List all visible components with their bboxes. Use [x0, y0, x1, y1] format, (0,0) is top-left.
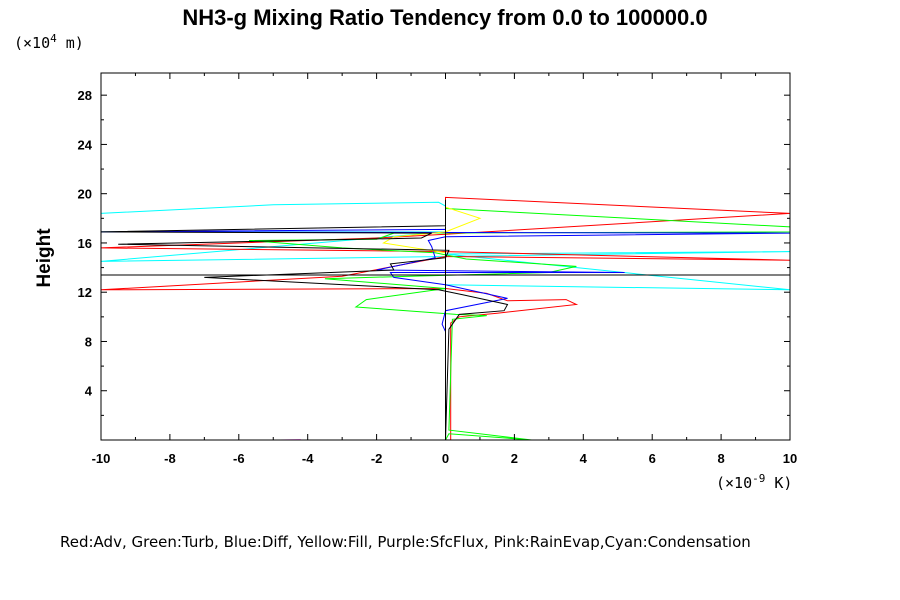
series-line-3	[100, 228, 791, 440]
y-tick-label: 24	[78, 137, 93, 152]
x-unit-label: (×10-9 K)	[716, 472, 792, 492]
x-tick-label: -6	[233, 451, 245, 466]
x-tick-label: 0	[442, 451, 449, 466]
plot-series	[100, 196, 791, 441]
x-tick-label: 8	[717, 451, 724, 466]
series-line-1	[100, 196, 791, 440]
chart-title: NH3-g Mixing Ratio Tendency from 0.0 to …	[182, 5, 707, 30]
y-tick-label: 20	[78, 187, 92, 202]
x-tick-label: 4	[580, 451, 588, 466]
y-axis-label: Height	[34, 228, 55, 288]
plot-frame	[100, 72, 791, 441]
legend: Red:Adv, Green:Turb, Blue:Diff, Yellow:F…	[60, 533, 751, 551]
series-line-5	[100, 199, 509, 441]
y-tick-label: 8	[85, 334, 92, 349]
x-tick-label: 2	[511, 451, 518, 466]
x-tick-label: -10	[92, 451, 111, 466]
y-tick-label: 4	[85, 384, 93, 399]
x-tick-label: -8	[164, 451, 176, 466]
y-tick-label: 28	[78, 88, 92, 103]
y-unit-label: (×104 m)	[14, 32, 84, 52]
x-tick-label: 6	[649, 451, 656, 466]
y-tick-label: 12	[78, 285, 92, 300]
x-tick-label: -4	[302, 451, 314, 466]
x-tick-label: 10	[783, 451, 797, 466]
series-line-4	[382, 206, 482, 440]
x-tick-label: -2	[371, 451, 383, 466]
series-line-2	[249, 207, 791, 441]
y-tick-label: 16	[78, 236, 92, 251]
